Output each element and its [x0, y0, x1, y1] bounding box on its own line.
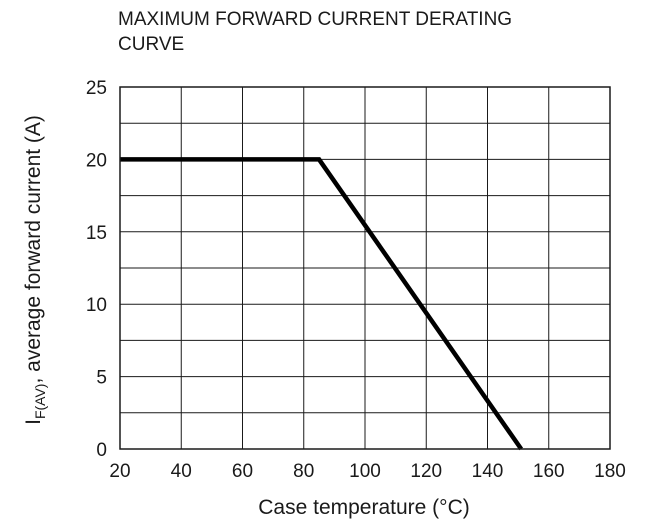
chart-title-line-1: MAXIMUM FORWARD CURRENT DERATING	[118, 9, 512, 30]
y-axis-label-text: , average forward current (A)	[22, 115, 45, 383]
x-tick-label: 160	[533, 461, 565, 482]
y-tick-label: 15	[86, 223, 107, 244]
x-tick-labels: 20 40 60 80 100 120 140 160 180	[109, 461, 625, 482]
x-axis-label: Case temperature (°C)	[258, 496, 469, 519]
x-tick-label: 100	[349, 461, 381, 482]
plot-frame	[119, 86, 611, 450]
y-axis-label-subscript: F(AV)	[32, 384, 48, 420]
series-layer	[120, 157, 524, 451]
y-axis-label-symbol: I	[22, 419, 45, 425]
y-tick-label: 10	[86, 295, 107, 316]
chart-title-line-2: CURVE	[118, 34, 184, 55]
x-tick-label: 180	[594, 461, 626, 482]
x-tick-label: 40	[171, 461, 192, 482]
x-tick-label: 20	[109, 461, 130, 482]
y-tick-label: 20	[86, 150, 107, 171]
grid	[119, 86, 611, 450]
x-tick-label: 80	[293, 461, 314, 482]
y-tick-labels: 0 5 10 15 20 25	[86, 78, 107, 461]
y-axis-label: IF(AV), average forward current (A)	[22, 115, 48, 425]
series-line-0	[120, 157, 524, 451]
y-tick-label: 5	[96, 368, 107, 389]
y-tick-label: 25	[86, 78, 107, 99]
x-tick-label: 140	[472, 461, 504, 482]
x-tick-label: 60	[232, 461, 253, 482]
y-tick-label: 0	[96, 440, 107, 461]
x-tick-label: 120	[410, 461, 442, 482]
